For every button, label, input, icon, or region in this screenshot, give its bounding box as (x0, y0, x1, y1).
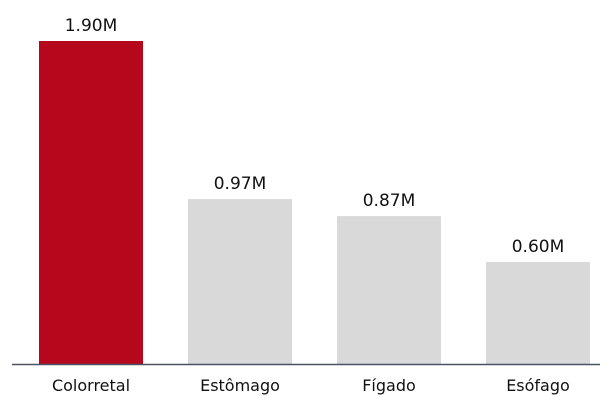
bar-2 (337, 216, 441, 364)
x-tick-label-1: Estômago (200, 376, 280, 395)
bar-3 (486, 262, 590, 364)
bars-group (39, 41, 590, 364)
value-label-1: 0.97M (214, 174, 267, 194)
bar-1 (188, 199, 292, 364)
x-tick-label-2: Fígado (362, 376, 416, 395)
value-labels-group: 1.90M 0.97M 0.87M 0.60M (65, 16, 565, 257)
value-label-2: 0.87M (363, 191, 416, 211)
bar-0 (39, 41, 143, 364)
x-tick-labels-group: Colorretal Estômago Fígado Esófago (52, 376, 570, 395)
x-tick-label-3: Esófago (506, 376, 570, 395)
value-label-3: 0.60M (512, 237, 565, 257)
value-label-0: 1.90M (65, 16, 118, 36)
x-tick-label-0: Colorretal (52, 376, 130, 395)
